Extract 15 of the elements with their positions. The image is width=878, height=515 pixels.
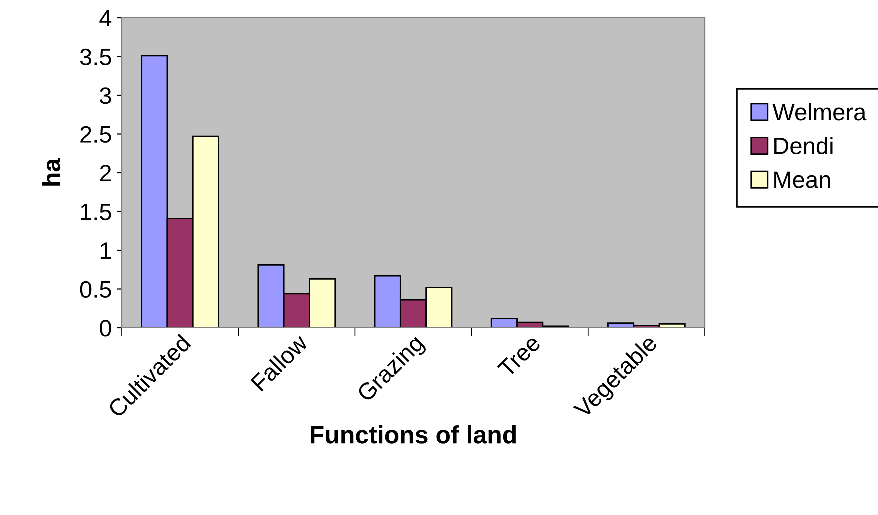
y-tick-label: 0 (100, 320, 112, 337)
y-tick-label: 2 (100, 165, 112, 182)
y-tick-label: 3.5 (80, 48, 112, 66)
y-tick-label: 1.5 (81, 204, 112, 221)
y-tick-label: 0.5 (80, 281, 112, 298)
y-tick-label: 4 (100, 10, 112, 27)
legend-label: Welmera (772, 103, 867, 121)
y-tick-label: 3 (100, 88, 112, 104)
legend-label: Dendi (774, 137, 833, 155)
x-axis-title: Functions of land (311, 425, 516, 444)
y-tick-label: 2.5 (80, 126, 112, 144)
y-tick-label: 1 (100, 242, 112, 260)
legend-label: Mean (774, 172, 830, 188)
y-axis-title: ha (42, 158, 61, 186)
x-tick-label: Tree (497, 334, 542, 378)
